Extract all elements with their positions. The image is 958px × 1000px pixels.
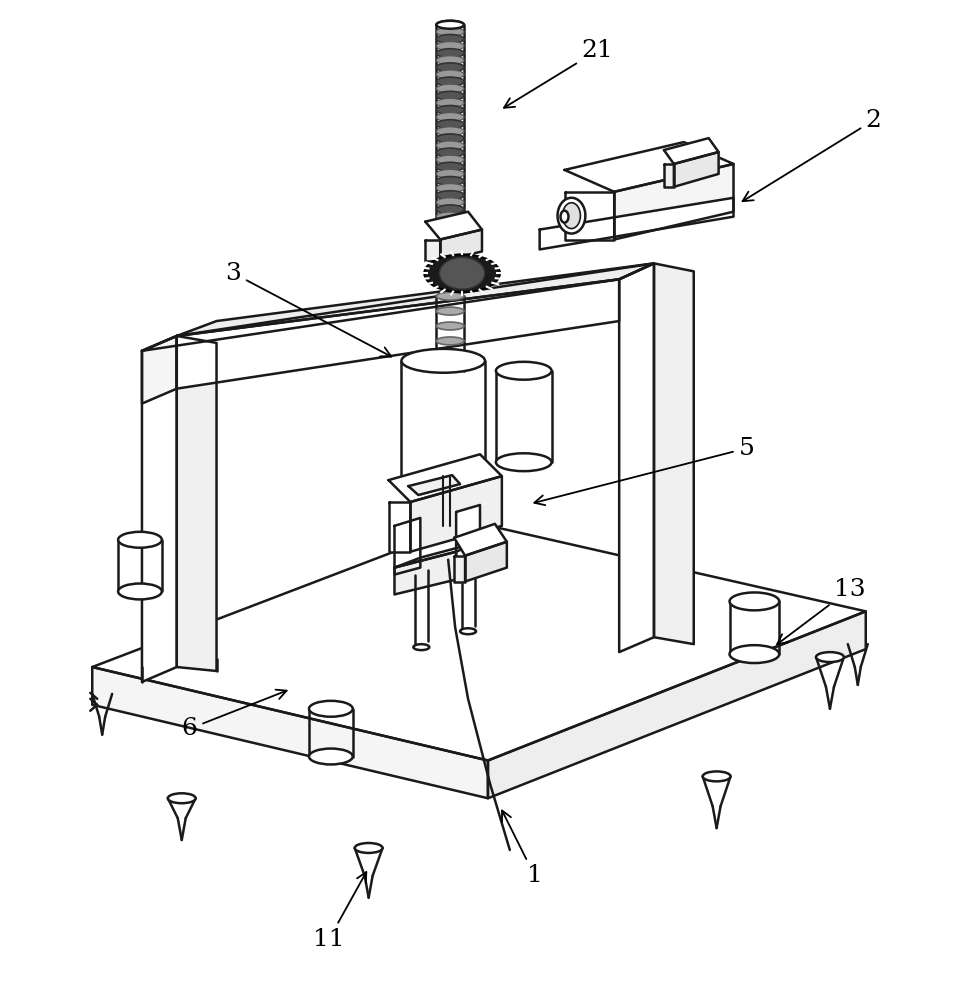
Ellipse shape [168, 793, 195, 803]
Ellipse shape [436, 56, 464, 65]
Ellipse shape [436, 127, 464, 136]
Ellipse shape [816, 652, 844, 662]
Polygon shape [619, 263, 654, 652]
Text: 6: 6 [182, 690, 286, 740]
Polygon shape [564, 142, 734, 192]
Ellipse shape [496, 453, 552, 471]
Ellipse shape [436, 141, 464, 150]
Ellipse shape [436, 35, 464, 43]
Ellipse shape [309, 701, 353, 717]
Ellipse shape [424, 254, 500, 292]
Polygon shape [177, 263, 654, 336]
Polygon shape [454, 524, 507, 556]
Polygon shape [92, 522, 866, 760]
Polygon shape [614, 164, 734, 240]
Ellipse shape [401, 349, 485, 373]
Text: 2: 2 [742, 109, 881, 201]
Polygon shape [441, 230, 482, 261]
Ellipse shape [558, 198, 585, 234]
Ellipse shape [436, 191, 464, 200]
Polygon shape [142, 336, 177, 404]
Ellipse shape [496, 362, 552, 380]
Ellipse shape [436, 212, 464, 221]
Polygon shape [410, 476, 502, 552]
Ellipse shape [436, 307, 464, 315]
Ellipse shape [436, 177, 464, 185]
Polygon shape [465, 542, 507, 582]
Polygon shape [425, 212, 482, 240]
Ellipse shape [436, 98, 464, 107]
Polygon shape [177, 336, 217, 671]
Ellipse shape [436, 198, 464, 207]
Polygon shape [654, 263, 694, 644]
Ellipse shape [560, 211, 568, 223]
Ellipse shape [436, 21, 464, 29]
Ellipse shape [436, 184, 464, 193]
Ellipse shape [436, 352, 464, 360]
Ellipse shape [309, 749, 353, 764]
Polygon shape [408, 475, 460, 495]
Ellipse shape [436, 49, 464, 58]
Ellipse shape [436, 155, 464, 164]
Ellipse shape [436, 106, 464, 114]
Ellipse shape [118, 584, 162, 599]
Ellipse shape [436, 134, 464, 143]
Ellipse shape [436, 91, 464, 100]
Ellipse shape [730, 592, 779, 610]
Polygon shape [539, 198, 734, 249]
Ellipse shape [401, 478, 485, 502]
Polygon shape [425, 240, 441, 261]
Ellipse shape [436, 84, 464, 93]
Ellipse shape [730, 645, 779, 663]
Ellipse shape [414, 644, 429, 650]
Ellipse shape [703, 771, 731, 781]
Ellipse shape [460, 628, 476, 634]
Polygon shape [142, 263, 654, 351]
Ellipse shape [436, 20, 464, 29]
Polygon shape [664, 138, 718, 164]
Ellipse shape [118, 532, 162, 548]
Polygon shape [142, 336, 177, 682]
Polygon shape [389, 454, 502, 502]
Text: 5: 5 [535, 437, 754, 505]
Text: 13: 13 [777, 578, 866, 644]
Polygon shape [564, 192, 614, 240]
Ellipse shape [436, 70, 464, 79]
Polygon shape [177, 279, 619, 389]
Text: 1: 1 [502, 811, 542, 887]
Ellipse shape [562, 203, 581, 229]
Polygon shape [488, 611, 866, 798]
Text: 3: 3 [225, 262, 391, 357]
Polygon shape [395, 518, 421, 575]
Ellipse shape [436, 63, 464, 72]
Ellipse shape [354, 843, 382, 853]
Ellipse shape [436, 337, 464, 345]
Polygon shape [389, 502, 410, 552]
Polygon shape [664, 164, 673, 187]
Ellipse shape [436, 113, 464, 122]
Ellipse shape [436, 169, 464, 178]
Polygon shape [395, 542, 480, 568]
Polygon shape [673, 152, 718, 187]
Ellipse shape [436, 120, 464, 129]
Ellipse shape [436, 205, 464, 214]
Ellipse shape [436, 42, 464, 51]
Ellipse shape [436, 162, 464, 171]
Polygon shape [454, 556, 465, 582]
Ellipse shape [436, 148, 464, 157]
Ellipse shape [440, 257, 485, 289]
Ellipse shape [436, 27, 464, 36]
Polygon shape [92, 667, 488, 798]
Text: 21: 21 [504, 39, 613, 108]
Polygon shape [456, 505, 480, 562]
Ellipse shape [436, 292, 464, 300]
Polygon shape [395, 552, 456, 594]
Text: 11: 11 [313, 872, 366, 951]
Ellipse shape [436, 77, 464, 86]
Ellipse shape [436, 322, 464, 330]
